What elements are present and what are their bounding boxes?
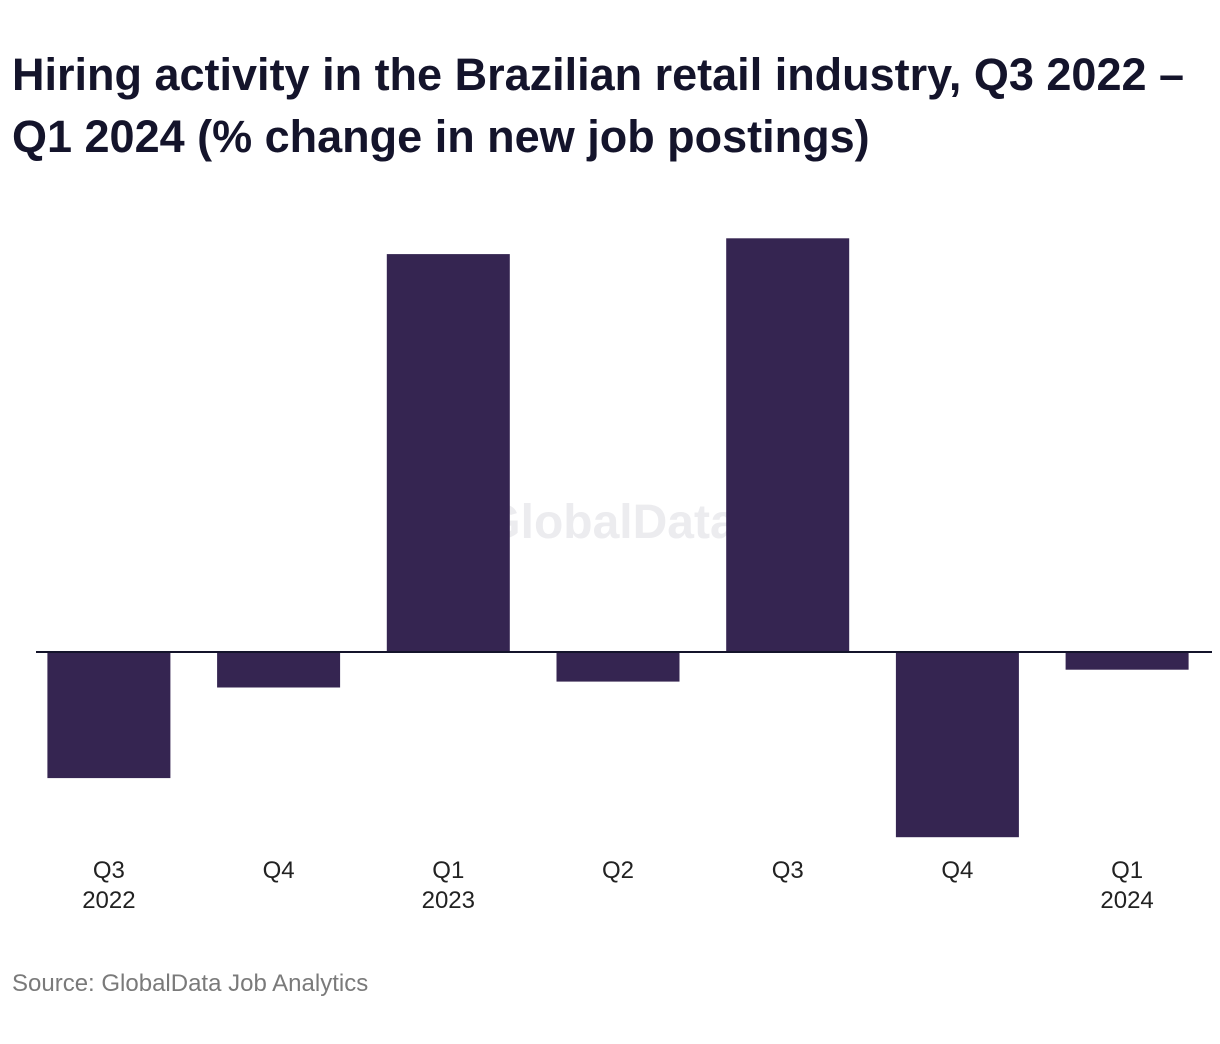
watermark-logo: GlobalData	[483, 496, 737, 549]
bar-4	[726, 238, 850, 653]
bar-6	[1065, 652, 1189, 670]
x-tick-year-label: 2022	[82, 887, 135, 914]
x-tick-year-label: 2023	[422, 887, 475, 914]
x-tick-label: Q4	[263, 857, 295, 884]
x-tick-label: Q1	[1111, 857, 1143, 884]
x-tick-label: Q1	[432, 857, 464, 884]
x-tick-label: Q3	[772, 857, 804, 884]
chart-title: Hiring activity in the Brazilian retail …	[12, 49, 1185, 162]
x-tick-label: Q2	[602, 857, 634, 884]
bar-3	[556, 652, 680, 682]
bar-1	[217, 652, 341, 688]
source-note: Source: GlobalData Job Analytics	[12, 970, 369, 997]
bars-group	[47, 238, 1189, 838]
x-tick-year-label: 2024	[1100, 887, 1153, 914]
x-tick-label: Q3	[93, 857, 125, 884]
x-axis-labels: Q3 2022 Q4 Q1 2023 Q2 Q3 Q4 Q1 2024	[82, 857, 1154, 914]
bar-0	[47, 652, 171, 779]
bar-5	[895, 652, 1019, 838]
x-tick-label: Q4	[941, 857, 973, 884]
bar-2	[386, 254, 510, 652]
